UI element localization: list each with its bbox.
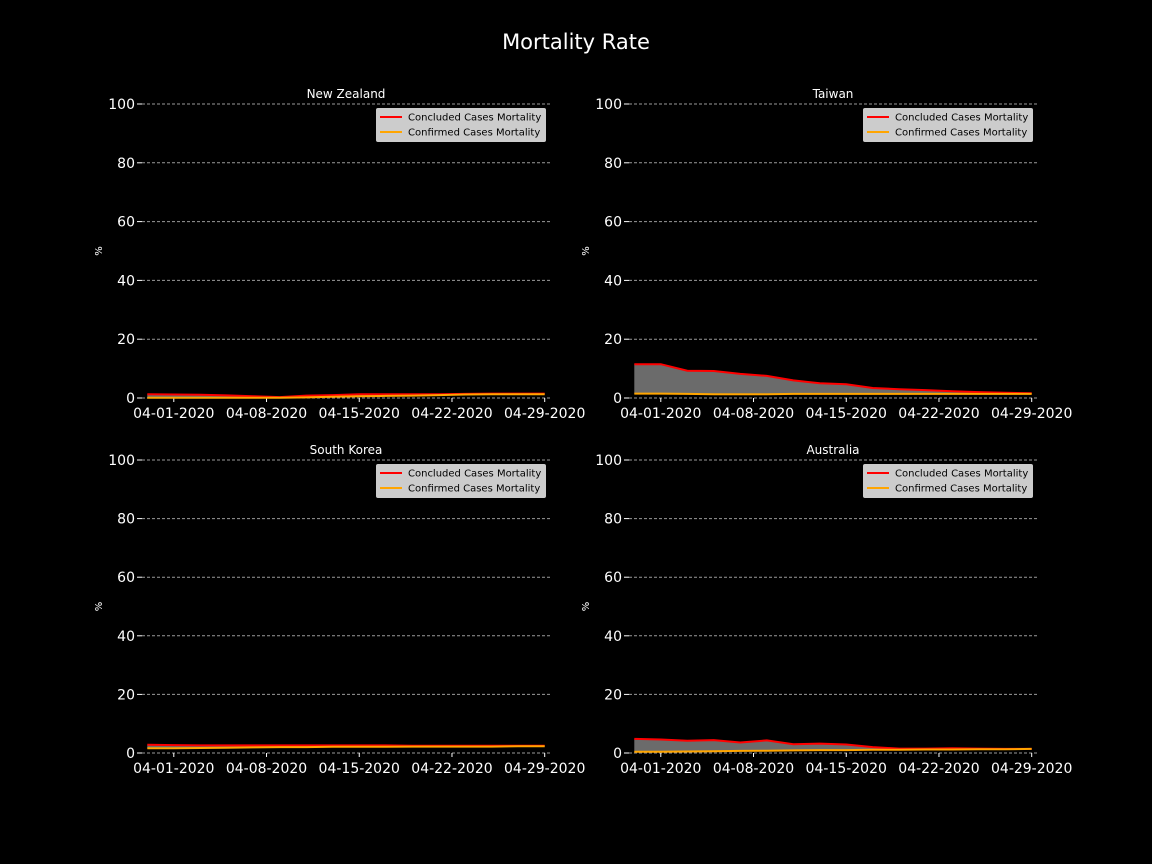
subplot-title: New Zealand (307, 87, 386, 101)
x-tick-label: 04-15-2020 (806, 761, 887, 777)
y-tick-label: 100 (108, 97, 135, 113)
legend-label: Concluded Cases Mortality (408, 113, 541, 124)
x-tick-label: 04-29-2020 (504, 761, 585, 777)
series-line-confirmed (147, 393, 545, 399)
fill-between-area (634, 364, 1032, 395)
legend: Concluded Cases Mortality Confirmed Cases… (863, 464, 1033, 498)
y-tick-label: 40 (604, 629, 622, 645)
legend-box (863, 108, 1033, 142)
series-line-concluded (147, 743, 545, 747)
figure-title: Mortality Rate (502, 30, 650, 54)
legend-box (376, 464, 546, 498)
x-tick-label: 04-29-2020 (991, 406, 1072, 422)
y-tick-label: 0 (613, 391, 622, 407)
x-tick-label: 04-22-2020 (411, 406, 492, 422)
x-tick-label: 04-01-2020 (133, 406, 214, 422)
series-line-confirmed (634, 392, 1032, 396)
x-tick-label: 04-29-2020 (504, 406, 585, 422)
y-tick-label: 40 (117, 629, 135, 645)
legend-label: Confirmed Cases Mortality (408, 128, 540, 139)
x-tick-label: 04-08-2020 (226, 761, 307, 777)
y-tick-label: 0 (126, 746, 135, 762)
y-tick-label: 60 (604, 570, 622, 586)
y-tick-label: 20 (117, 687, 135, 703)
y-tick-label: 0 (126, 391, 135, 407)
subplot-title: Australia (806, 443, 859, 457)
legend-label: Concluded Cases Mortality (895, 469, 1028, 480)
y-tick-label: 20 (117, 332, 135, 348)
subplot-title: South Korea (310, 443, 383, 457)
y-tick-label: 80 (117, 512, 135, 528)
legend-label: Confirmed Cases Mortality (895, 484, 1027, 495)
x-tick-label: 04-15-2020 (319, 761, 400, 777)
y-tick-label: 40 (117, 273, 135, 289)
x-tick-label: 04-15-2020 (319, 406, 400, 422)
x-tick-label: 04-08-2020 (713, 761, 794, 777)
y-tick-label: 100 (595, 453, 622, 469)
y-tick-label: 60 (117, 215, 135, 231)
x-tick-label: 04-22-2020 (411, 761, 492, 777)
y-tick-label: 0 (613, 746, 622, 762)
x-tick-label: 04-08-2020 (713, 406, 794, 422)
x-tick-label: 04-08-2020 (226, 406, 307, 422)
y-tick-label: 80 (604, 512, 622, 528)
legend-box (376, 108, 546, 142)
x-tick-label: 04-22-2020 (898, 761, 979, 777)
subplot-australia: 0 20 40 60 80 100 04-01-2020 04-08-2020 04-15-20… (581, 443, 1072, 777)
legend: Concluded Cases Mortality Confirmed Cases… (376, 464, 546, 498)
series-line-concluded (634, 363, 1032, 395)
y-axis-label: % (581, 246, 592, 256)
subplot-new-zealand: 0 20 40 60 80 100 04-01-2020 04-08-2020 04-15-20… (94, 87, 585, 422)
y-tick-label: 100 (108, 453, 135, 469)
x-tick-label: 04-22-2020 (898, 406, 979, 422)
y-tick-label: 40 (604, 273, 622, 289)
y-tick-label: 100 (595, 97, 622, 113)
legend: Concluded Cases Mortality Confirmed Cases… (863, 108, 1033, 142)
legend-box (863, 464, 1033, 498)
y-axis-label: % (94, 246, 105, 256)
series-line-confirmed (634, 747, 1032, 753)
legend-label: Concluded Cases Mortality (408, 469, 541, 480)
y-tick-label: 60 (117, 570, 135, 586)
y-tick-label: 20 (604, 332, 622, 348)
x-tick-label: 04-01-2020 (133, 761, 214, 777)
y-tick-label: 20 (604, 687, 622, 703)
y-axis-label: % (581, 602, 592, 612)
legend-label: Confirmed Cases Mortality (408, 484, 540, 495)
x-tick-label: 04-15-2020 (806, 406, 887, 422)
y-tick-label: 80 (117, 156, 135, 172)
legend-label: Concluded Cases Mortality (895, 113, 1028, 124)
series-line-confirmed (147, 745, 545, 750)
subplot-taiwan: 0 20 40 60 80 100 04-01-2020 04-08-2020 04-15-20… (581, 87, 1072, 422)
y-tick-label: 60 (604, 215, 622, 231)
y-axis-label: % (94, 602, 105, 612)
legend: Concluded Cases Mortality Confirmed Cases… (376, 108, 546, 142)
subplot-south-korea: 0 20 40 60 80 100 04-01-2020 04-08-2020 04-15-20… (94, 443, 585, 777)
x-tick-label: 04-01-2020 (620, 761, 701, 777)
y-tick-label: 80 (604, 156, 622, 172)
subplot-title: Taiwan (812, 87, 854, 101)
legend-label: Confirmed Cases Mortality (895, 128, 1027, 139)
x-tick-label: 04-29-2020 (991, 761, 1072, 777)
x-tick-label: 04-01-2020 (620, 406, 701, 422)
